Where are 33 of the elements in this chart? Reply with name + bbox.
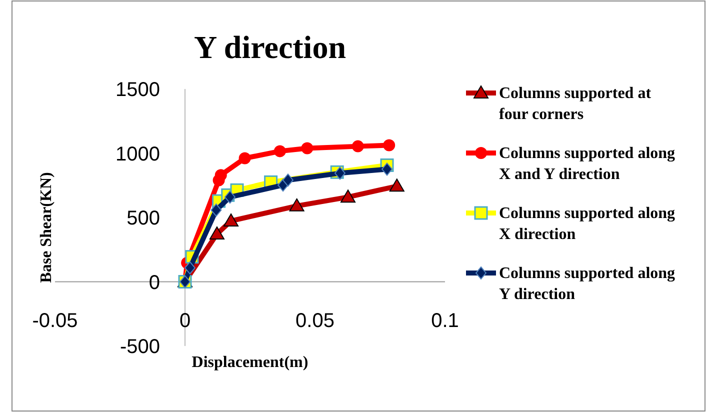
legend-label: Columns supported along X and Y direction [499,145,676,183]
point [289,198,304,212]
point [389,178,404,192]
point [382,162,393,176]
y-tick-label: 500 [126,208,160,230]
point [214,169,227,182]
y-tick-label: 1500 [116,79,160,101]
point [209,226,224,240]
point [224,213,239,226]
x-tick-label: 0 [179,310,191,332]
x-tick-label: -0.05 [32,310,78,332]
point [282,174,294,187]
point [238,152,251,164]
y-tick-label: -500 [120,336,160,358]
point [352,140,364,152]
y-tick-label: 0 [148,272,160,294]
point [334,166,346,180]
y-tick-label: 1000 [116,143,160,166]
point [301,142,314,154]
x-tick-label: 0.1 [431,310,459,332]
point [210,204,222,217]
chart-title: Y direction [194,29,346,65]
point [340,190,356,203]
point [224,190,236,204]
x-axis-title: Displacement(m) [192,354,308,371]
point [184,261,196,274]
legend-label: Columns supported at four corners [499,85,652,123]
x-tick-label: 0.05 [296,310,334,332]
legend-label: Columns supported along Y direction [499,265,676,303]
point [383,139,396,152]
legend-label: Columns supported along X direction [499,205,676,243]
y-axis-title: Base Shear(KN) [38,172,55,283]
point [274,145,286,158]
